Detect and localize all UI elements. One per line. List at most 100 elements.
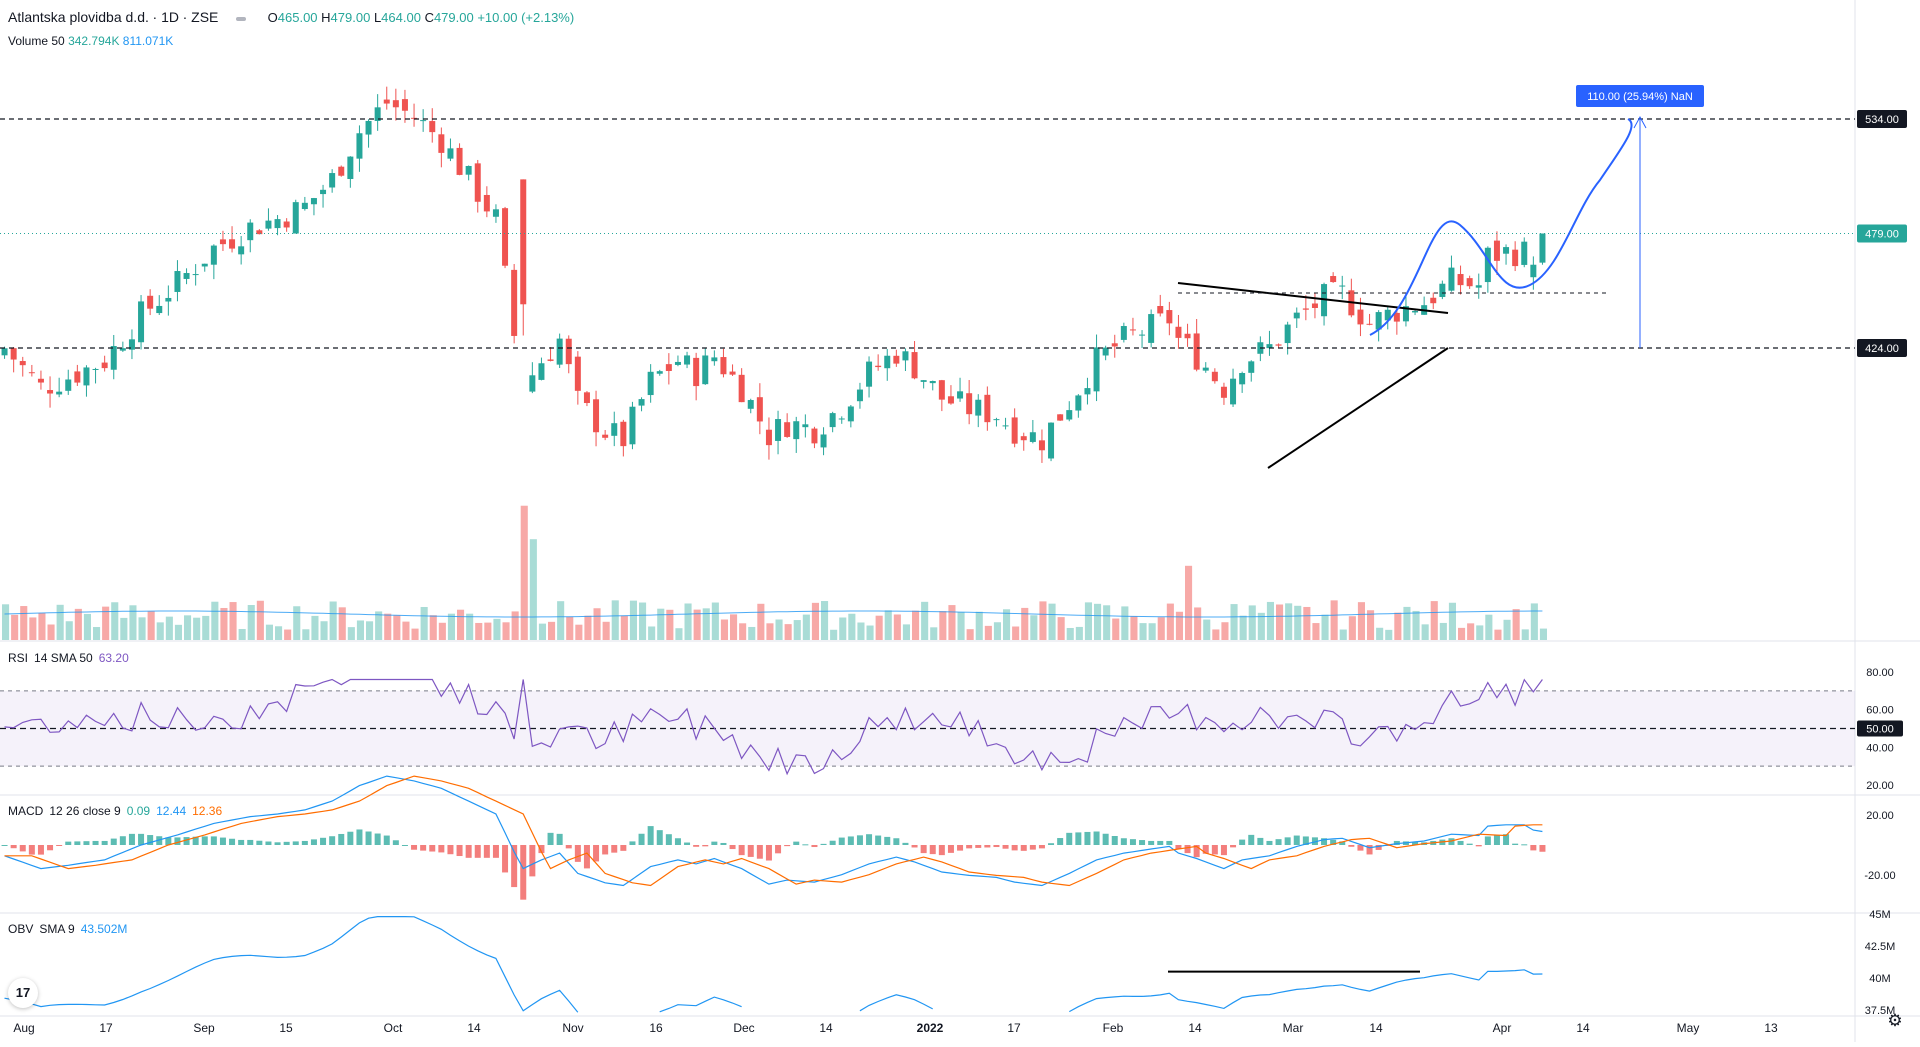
macd-label[interactable]: MACD <box>8 804 44 818</box>
volume-value: 342.794K <box>68 34 120 48</box>
obv-axis-label: 42.5M <box>1865 941 1896 953</box>
candle-body <box>1475 285 1482 288</box>
macd-histogram-bar <box>1366 845 1373 855</box>
macd-histogram-bar <box>620 845 627 851</box>
candle-body <box>966 393 973 415</box>
volume-bar <box>47 624 55 640</box>
candle-body <box>674 361 681 365</box>
macd-histogram-bar <box>602 845 609 855</box>
volume-bar <box>247 605 255 640</box>
volume-bar <box>684 603 692 640</box>
volume-bar <box>902 624 910 640</box>
candle-body <box>229 239 236 249</box>
candle-body <box>665 364 672 371</box>
candle-body <box>492 209 499 217</box>
candle-body <box>738 374 745 403</box>
volume-bar <box>1021 607 1029 640</box>
candle-body <box>1248 361 1255 373</box>
candle-body <box>392 100 399 108</box>
macd-histogram-bar <box>1311 837 1318 845</box>
candle-body <box>602 434 609 438</box>
interval-label[interactable]: 1D <box>161 9 179 25</box>
volume-bar <box>1430 601 1438 640</box>
obv-label[interactable]: OBV <box>8 922 34 936</box>
candle-body <box>720 357 727 375</box>
macd-histogram-bar <box>884 836 891 845</box>
candle-body <box>729 371 736 375</box>
volume-bar <box>520 505 528 640</box>
candle-body <box>465 165 472 175</box>
candle-body <box>820 434 827 448</box>
macd-histogram-bar <box>674 838 681 845</box>
symbol-legend: Atlantska plovidba d.d. · 1D · ZSE O465.… <box>8 9 574 26</box>
macd-histogram-bar <box>829 840 836 845</box>
volume-bar <box>1521 629 1529 640</box>
volume-bars <box>2 505 1547 640</box>
volume-bar <box>1403 606 1411 640</box>
candle-body <box>975 399 982 416</box>
settings-gear-icon[interactable]: ⚙ <box>1887 1011 1903 1030</box>
volume-bar <box>1175 611 1183 640</box>
rsi-axis-label: 20.00 <box>1866 780 1894 792</box>
signal-line <box>4 775 1543 887</box>
candle-body <box>483 194 490 212</box>
exchange-label: ZSE <box>191 9 219 25</box>
volume-bar <box>429 615 437 640</box>
candle-body <box>119 348 126 351</box>
volume-bar <box>538 623 546 640</box>
volume-bar <box>884 610 892 640</box>
candle-body <box>684 355 691 365</box>
macd-histogram-bar <box>502 845 509 873</box>
macd-hist-value: 0.09 <box>126 804 151 818</box>
macd-histogram-bar <box>483 845 490 858</box>
volume-bar <box>1467 623 1475 640</box>
macd-histogram-bar <box>1275 839 1282 845</box>
candle-body <box>411 117 418 119</box>
candle-body <box>1066 410 1073 420</box>
volume-bar <box>1439 622 1447 640</box>
macd-histogram-bar <box>156 836 163 845</box>
candle-body <box>1239 373 1246 385</box>
macd-histogram-bar <box>1166 840 1173 845</box>
candle-body <box>1048 422 1055 459</box>
macd-histogram-bar <box>28 845 35 855</box>
volume-bar <box>1448 602 1456 640</box>
macd-histogram-bar <box>920 845 927 854</box>
time-axis-label: Apr <box>1493 1021 1512 1035</box>
volume-bar <box>766 623 774 640</box>
macd-histogram-bar <box>356 829 363 845</box>
macd-histogram-bar <box>247 839 254 845</box>
symbol-name[interactable]: Atlantska plovidba d.d. <box>8 9 149 25</box>
rsi-label[interactable]: RSI <box>8 651 29 665</box>
candle-body <box>247 222 254 241</box>
tradingview-logo[interactable]: 17 <box>8 978 38 1008</box>
candle-body <box>1038 440 1045 451</box>
volume-bar <box>11 614 19 640</box>
macd-histogram-bar <box>629 841 636 845</box>
volume-bar <box>1530 603 1538 640</box>
obv-params: SMA 9 <box>39 922 75 936</box>
measure-label-box <box>1576 85 1704 107</box>
macd-histogram-bar <box>147 835 154 845</box>
time-axis-label: 14 <box>1188 1021 1202 1035</box>
candle-body <box>856 389 863 402</box>
volume-bar <box>702 608 710 640</box>
candle-body <box>256 230 263 235</box>
candle-body <box>620 421 627 447</box>
candle-body <box>1357 309 1364 325</box>
volume-bar <box>1003 609 1011 640</box>
volume-bar <box>966 629 974 640</box>
volume-bar <box>320 621 328 640</box>
time-axis-label: Dec <box>733 1021 754 1035</box>
volume-bar <box>793 620 801 640</box>
volume-bar <box>302 629 310 640</box>
candles <box>1 86 1546 463</box>
candle-body <box>292 202 299 234</box>
volume-label[interactable]: Volume 50 <box>8 34 65 48</box>
candle-body <box>884 355 891 369</box>
volume-bar <box>1048 603 1056 640</box>
macd-histogram-bar <box>702 845 709 847</box>
collapse-legend-icon[interactable] <box>236 16 247 21</box>
